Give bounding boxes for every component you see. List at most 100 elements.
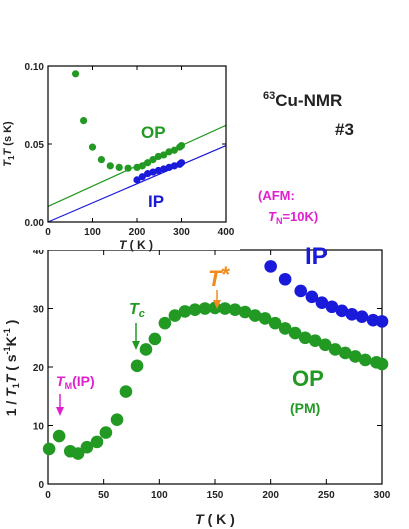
data-point-op: [90, 435, 104, 449]
x-tick-label: 150: [207, 490, 224, 501]
y-tick-label: 20: [33, 363, 45, 374]
y-tick-label: 0.10: [25, 62, 45, 73]
data-point-op: [115, 163, 123, 171]
data-point-op: [359, 353, 372, 367]
fit-line-ip: [47, 145, 227, 223]
pm-label: (PM): [290, 400, 320, 416]
data-point-ip: [335, 304, 349, 318]
tc-label: Tc: [129, 301, 145, 320]
data-point-op: [80, 117, 88, 125]
data-point-op: [138, 162, 146, 170]
x-tick-label: 250: [318, 490, 335, 501]
tm-arrowhead: [56, 407, 64, 416]
x-tick-label: 100: [151, 490, 168, 501]
data-point-op: [71, 70, 80, 78]
x-tick-label: 300: [374, 490, 391, 501]
data-point-ip: [264, 260, 277, 273]
ip-label: IP: [305, 243, 328, 270]
inset-x-axis-label: T ( K ): [119, 238, 153, 252]
data-point-op: [42, 442, 56, 456]
data-point-op: [375, 357, 389, 371]
data-point-op: [198, 302, 212, 315]
nmr-label: 63Cu-NMR: [263, 90, 342, 110]
data-point-op: [52, 429, 66, 443]
tc-arrowhead: [132, 341, 140, 350]
y-tick-label: 0: [38, 480, 44, 491]
x-tick-label: 200: [262, 490, 279, 501]
op-label: OP: [292, 366, 324, 391]
data-point-op: [144, 159, 152, 167]
x-tick-label: 400: [218, 227, 235, 238]
data-point-op: [228, 303, 242, 316]
inset-y-axis-label: T1T (s K): [2, 121, 16, 167]
data-point-op: [258, 312, 272, 325]
x-tick-label: 100: [84, 227, 101, 238]
y-tick-label: 0.00: [25, 218, 45, 229]
x-tick-label: 50: [98, 490, 110, 501]
y-tick-label: 10: [33, 422, 45, 433]
data-point-op: [160, 151, 168, 159]
data-point-op: [97, 156, 105, 164]
afm-label-line2: TN=10K): [268, 209, 318, 226]
main-plot: 0 10 20 30 40 0 50 100 150 200 250 300 T ( K ) 1 /…: [2, 90, 391, 527]
inset-op-series: [71, 70, 186, 172]
data-point-op: [278, 322, 292, 335]
data-point-op: [298, 331, 312, 345]
data-point-op: [178, 305, 192, 318]
data-point-op: [238, 305, 252, 319]
data-point-op: [99, 426, 113, 439]
data-point-ip: [355, 310, 369, 323]
main-ip-series: [264, 260, 389, 328]
data-point-op: [348, 350, 362, 363]
x-tick-label: 200: [129, 227, 146, 238]
tstar-arrowhead: [213, 300, 221, 309]
y-tick-label: 0.05: [25, 140, 45, 151]
data-point-ip: [294, 284, 308, 298]
data-point-op: [149, 156, 157, 164]
y-tick-label: 40: [33, 246, 45, 257]
data-point-op: [168, 309, 182, 322]
data-point-op: [170, 146, 178, 154]
data-point-ip: [278, 272, 292, 286]
data-point-op: [338, 346, 352, 360]
data-point-op: [106, 162, 114, 170]
data-point-op: [328, 343, 342, 356]
inset-ip-label: IP: [148, 192, 164, 211]
data-point-op: [288, 326, 302, 340]
inset-plot-background: [0, 58, 240, 250]
data-point-op: [124, 164, 132, 172]
data-point-op: [188, 303, 202, 316]
data-point-ip: [325, 300, 339, 314]
x-tick-label: 0: [45, 227, 51, 238]
data-point-op: [158, 316, 172, 330]
afm-label-line1: (AFM:: [258, 188, 295, 203]
data-point-op: [139, 343, 153, 356]
data-point-op: [110, 413, 124, 426]
data-point-op: [318, 338, 332, 352]
main-op-series: [42, 301, 389, 460]
data-point-op: [119, 385, 133, 398]
data-point-op: [130, 359, 144, 373]
data-point-op: [80, 440, 94, 454]
data-point-ip: [345, 308, 359, 321]
data-point-ip: [133, 176, 141, 184]
main-y-axis-label: 1 / T1T ( s-1K-1 ): [2, 320, 21, 417]
data-point-op: [71, 447, 85, 460]
inset-plot: 0.00 0.05 0.10 0 100 200 300 400 T ( K ) T1T (…: [0, 58, 240, 252]
tm-label: TM(IP): [56, 373, 95, 391]
data-point-ip: [375, 315, 389, 328]
data-point-op: [248, 309, 262, 322]
x-tick-label: 0: [45, 490, 51, 501]
data-point-op: [148, 332, 162, 346]
inset-ip-series: [133, 159, 186, 184]
tstar-label: T*: [208, 262, 230, 291]
data-point-op: [218, 302, 232, 315]
y-tick-label: 30: [33, 305, 45, 316]
data-point-ip: [138, 173, 146, 181]
main-x-axis-label: T ( K ): [195, 511, 235, 527]
data-point-ip: [305, 290, 319, 304]
data-point-op: [177, 141, 186, 150]
data-point-op: [268, 316, 282, 330]
data-point-ip: [177, 159, 186, 167]
x-tick-label: 300: [173, 227, 190, 238]
